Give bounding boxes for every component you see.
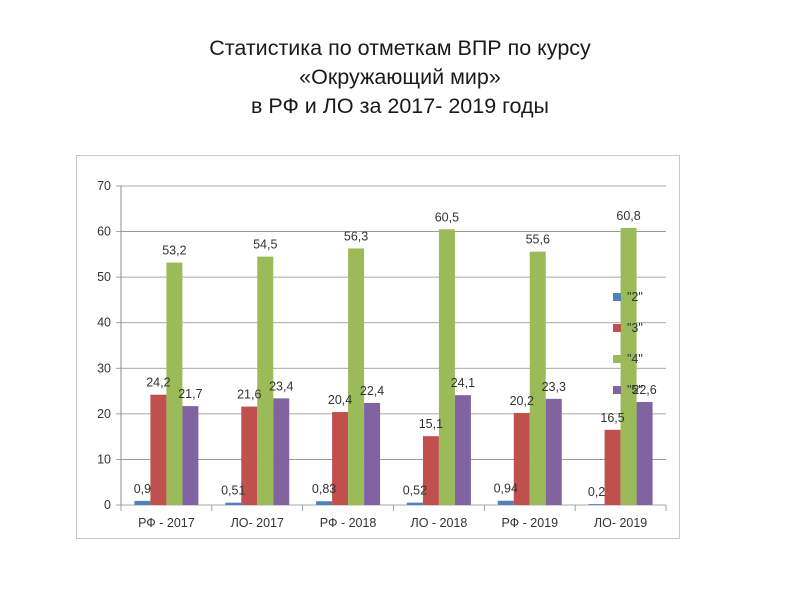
x-tick-label: РФ - 2018 — [320, 516, 377, 530]
x-tick-label: ЛО- 2019 — [594, 516, 647, 530]
legend-swatch — [613, 293, 621, 301]
data-label: 22,6 — [632, 383, 656, 397]
bar — [316, 501, 333, 505]
data-label: 0,52 — [403, 484, 427, 498]
bar — [422, 436, 439, 505]
bar — [257, 256, 274, 505]
slide-title-line-2: «Окружающий мир» — [299, 65, 501, 89]
slide-title-line-1: Статистика по отметкам ВПР по курсу — [209, 36, 591, 60]
bar — [545, 398, 562, 505]
bar — [273, 398, 290, 505]
bar — [513, 412, 530, 505]
bar — [604, 429, 621, 505]
bars — [134, 227, 653, 505]
bar — [529, 251, 546, 505]
data-label: 53,2 — [162, 244, 186, 258]
x-tick-label: РФ - 2019 — [501, 516, 558, 530]
bar-chart: 0,9 0,51 0,83 0,52 0,94 0,2 24,2 21,6 20,4 15,1 20… — [97, 179, 667, 530]
slide-title-line-3: в РФ и ЛО за 2017- 2019 годы — [250, 94, 549, 118]
bar — [406, 502, 423, 505]
bar — [438, 229, 455, 505]
data-label: 0,94 — [494, 482, 518, 496]
bar — [241, 406, 258, 505]
y-tick-label: 50 — [97, 270, 111, 284]
y-tick-label: 20 — [97, 407, 111, 421]
bar — [364, 402, 381, 505]
legend-label: "3" — [627, 321, 643, 335]
data-label: 15,1 — [419, 417, 443, 431]
y-tick-label: 70 — [97, 179, 111, 193]
legend-swatch — [613, 386, 621, 394]
data-label: 24,2 — [146, 376, 170, 390]
bar — [348, 248, 365, 505]
legend-label: "2" — [627, 290, 643, 304]
gridlines — [121, 185, 666, 506]
bar — [225, 502, 242, 505]
legend-label: "5" — [627, 383, 643, 397]
x-tick-label: ЛО - 2018 — [410, 516, 467, 530]
bar — [620, 227, 637, 505]
bar — [497, 500, 514, 505]
data-label: 23,4 — [269, 379, 293, 393]
y-tick-label: 0 — [104, 498, 111, 512]
data-label: 0,9 — [134, 482, 151, 496]
bar — [636, 402, 653, 505]
data-label: 24,1 — [451, 376, 475, 390]
data-label: 54,5 — [253, 238, 277, 252]
bar — [134, 500, 151, 505]
y-tick-label: 60 — [97, 225, 111, 239]
y-tick-label: 30 — [97, 361, 111, 375]
data-label: 0,83 — [312, 482, 336, 496]
legend: "2" "3" "4" "5" — [613, 290, 643, 397]
data-label: 16,5 — [600, 411, 624, 425]
bar — [166, 262, 183, 505]
bar — [150, 394, 167, 505]
bar — [332, 412, 349, 505]
bar — [454, 395, 471, 505]
legend-swatch — [613, 355, 621, 363]
data-label: 23,3 — [542, 380, 566, 394]
legend-swatch — [613, 324, 621, 332]
axes: 0 10 20 30 40 50 60 70 РФ - 2017 ЛО- 2017 РФ - 201… — [97, 179, 667, 530]
slide-title: Статистика по отметкам ВПР по курсу «Окр… — [0, 34, 800, 121]
data-label: 20,2 — [510, 394, 534, 408]
data-label: 55,6 — [526, 233, 550, 247]
data-label: 22,4 — [360, 384, 384, 398]
legend-label: "4" — [627, 352, 643, 366]
data-label: 56,3 — [344, 229, 368, 243]
chart-frame: 0,9 0,51 0,83 0,52 0,94 0,2 24,2 21,6 20,4 15,1 20… — [76, 155, 680, 539]
y-tick-label: 40 — [97, 316, 111, 330]
data-label: 0,51 — [221, 484, 245, 498]
data-label: 21,6 — [237, 388, 261, 402]
data-label: 20,4 — [328, 393, 352, 407]
data-label: 21,7 — [178, 387, 202, 401]
x-tick-label: ЛО- 2017 — [231, 516, 284, 530]
data-labels: 0,9 0,51 0,83 0,52 0,94 0,2 24,2 21,6 20,4 15,1 20… — [134, 209, 657, 499]
y-tick-label: 10 — [97, 452, 111, 466]
bar — [182, 406, 199, 505]
data-label: 0,2 — [588, 485, 605, 499]
data-label: 60,8 — [616, 209, 640, 223]
data-label: 60,5 — [435, 210, 459, 224]
bar — [588, 504, 605, 505]
x-tick-label: РФ - 2017 — [138, 516, 195, 530]
